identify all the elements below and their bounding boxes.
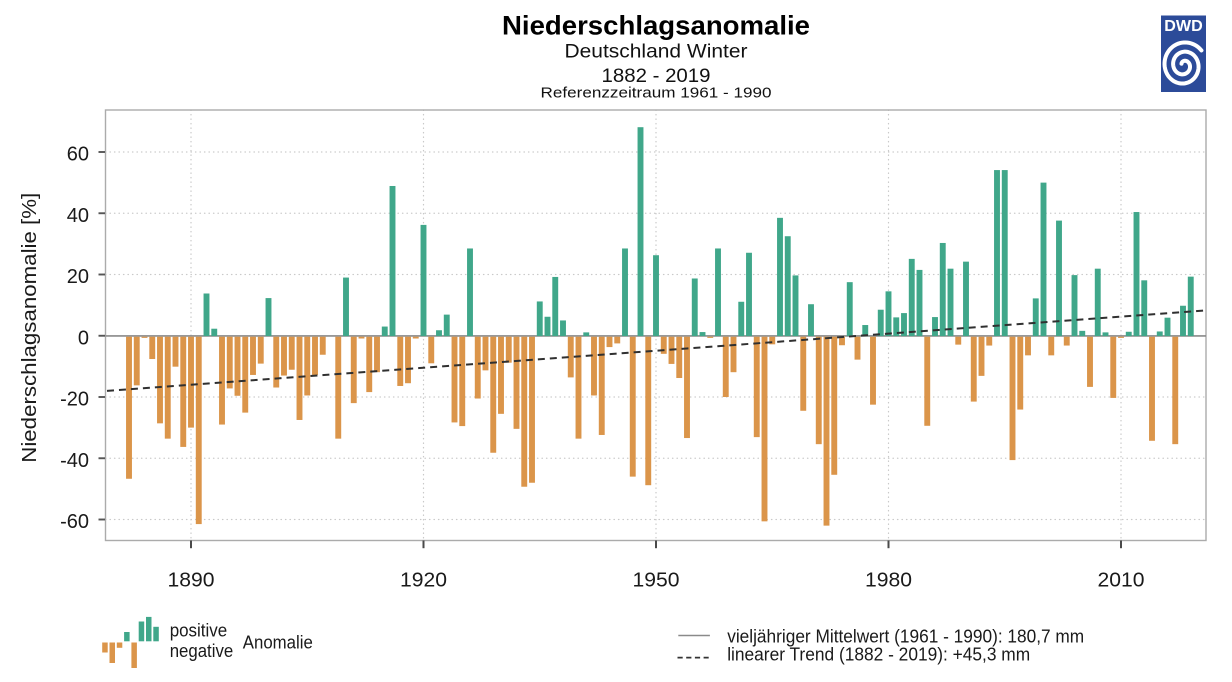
svg-text:1882 - 2019: 1882 - 2019 <box>602 65 711 87</box>
svg-text:1920: 1920 <box>400 569 447 592</box>
svg-text:DWD: DWD <box>1164 18 1203 35</box>
svg-text:Anomalie: Anomalie <box>243 633 313 653</box>
svg-text:negative: negative <box>170 641 234 661</box>
svg-text:40: 40 <box>67 205 89 227</box>
svg-text:1890: 1890 <box>168 569 215 592</box>
svg-text:Niederschlagsanomalie: Niederschlagsanomalie <box>502 10 810 40</box>
svg-text:Deutschland Winter: Deutschland Winter <box>565 41 749 63</box>
svg-text:vieljähriger Mittelwert (1961: vieljähriger Mittelwert (1961 - 1990): 1… <box>727 627 1084 647</box>
svg-text:-60: -60 <box>60 511 89 533</box>
svg-text:60: 60 <box>67 144 89 166</box>
svg-text:linearer Trend (1882 - 2019):: linearer Trend (1882 - 2019): +45,3 mm <box>727 644 1030 664</box>
svg-text:Niederschlagsanomalie [%]: Niederschlagsanomalie [%] <box>18 193 41 463</box>
svg-text:-20: -20 <box>60 389 89 411</box>
svg-text:1980: 1980 <box>865 569 912 592</box>
svg-text:20: 20 <box>67 266 89 288</box>
svg-text:positive: positive <box>170 620 228 640</box>
svg-text:0: 0 <box>78 327 89 349</box>
svg-text:-40: -40 <box>60 450 89 472</box>
svg-text:Referenzzeitraum 1961 - 1990: Referenzzeitraum 1961 - 1990 <box>541 85 772 102</box>
svg-text:1950: 1950 <box>633 569 680 592</box>
svg-text:2010: 2010 <box>1098 569 1145 592</box>
